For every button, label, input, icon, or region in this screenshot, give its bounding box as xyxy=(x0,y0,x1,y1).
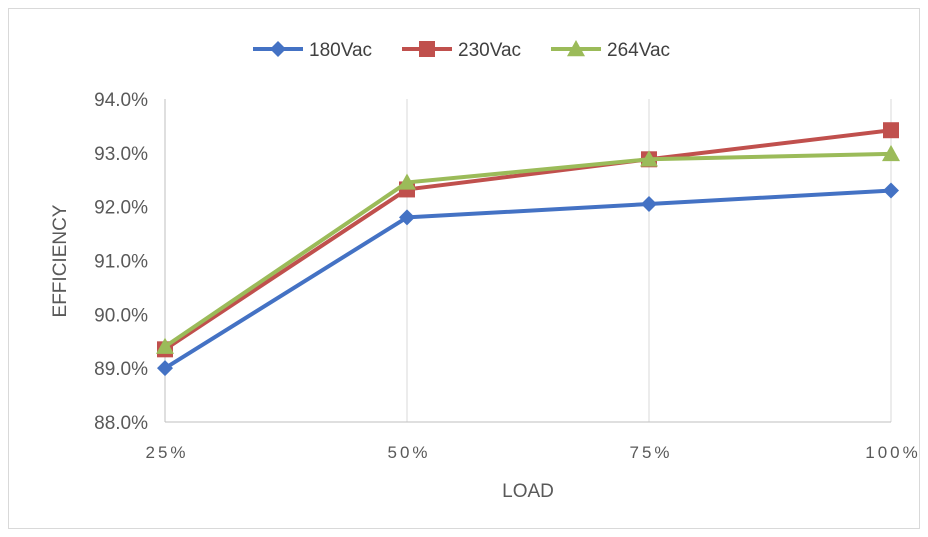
y-tick-label: 93.0% xyxy=(94,144,148,165)
x-tick-label: 25% xyxy=(145,443,188,462)
y-tick-label: 94.0% xyxy=(94,90,148,111)
y-axis-title: EFFICIENCY xyxy=(50,204,71,317)
series-line-264vac xyxy=(163,151,893,349)
data-point-180vac xyxy=(883,182,899,199)
legend-label-264vac: 264Vac xyxy=(607,40,670,61)
data-point-264vac xyxy=(882,144,900,162)
series-line-180vac xyxy=(163,188,893,371)
data-point-180vac xyxy=(157,360,173,377)
y-tick-label: 89.0% xyxy=(94,359,148,380)
legend-marker-180vac xyxy=(270,41,286,57)
x-axis-title: LOAD xyxy=(502,481,554,502)
legend-marker-230vac xyxy=(419,41,435,57)
axes: 88.0% 89.0% 90.0% 91.0% 92.0% 93.0% 94.0% 25% 50… xyxy=(94,90,920,462)
data-point-180vac xyxy=(641,195,657,212)
y-tick-label: 90.0% xyxy=(94,305,148,326)
x-tick-label: 50% xyxy=(387,443,430,462)
legend: 180Vac 230Vac 264Vac xyxy=(253,40,670,61)
data-point-180vac xyxy=(399,209,415,226)
legend-label-230vac: 230Vac xyxy=(458,40,521,61)
y-tick-label: 92.0% xyxy=(94,198,148,219)
x-tick-label: 75% xyxy=(629,443,672,462)
legend-label-180vac: 180Vac xyxy=(309,40,372,61)
data-point-264vac xyxy=(398,173,416,190)
y-tick-label: 91.0% xyxy=(94,252,148,273)
gridlines xyxy=(406,99,892,422)
data-point-264vac xyxy=(640,150,658,167)
data-point-230vac xyxy=(883,122,899,139)
legend-marker-264vac xyxy=(567,40,585,57)
series-line-230vac xyxy=(163,128,893,352)
series-lines xyxy=(156,122,900,377)
y-tick-label: 88.0% xyxy=(94,413,148,434)
x-tick-label: 100% xyxy=(865,443,920,462)
chart-frame xyxy=(8,8,920,529)
data-point-264vac xyxy=(156,337,174,354)
